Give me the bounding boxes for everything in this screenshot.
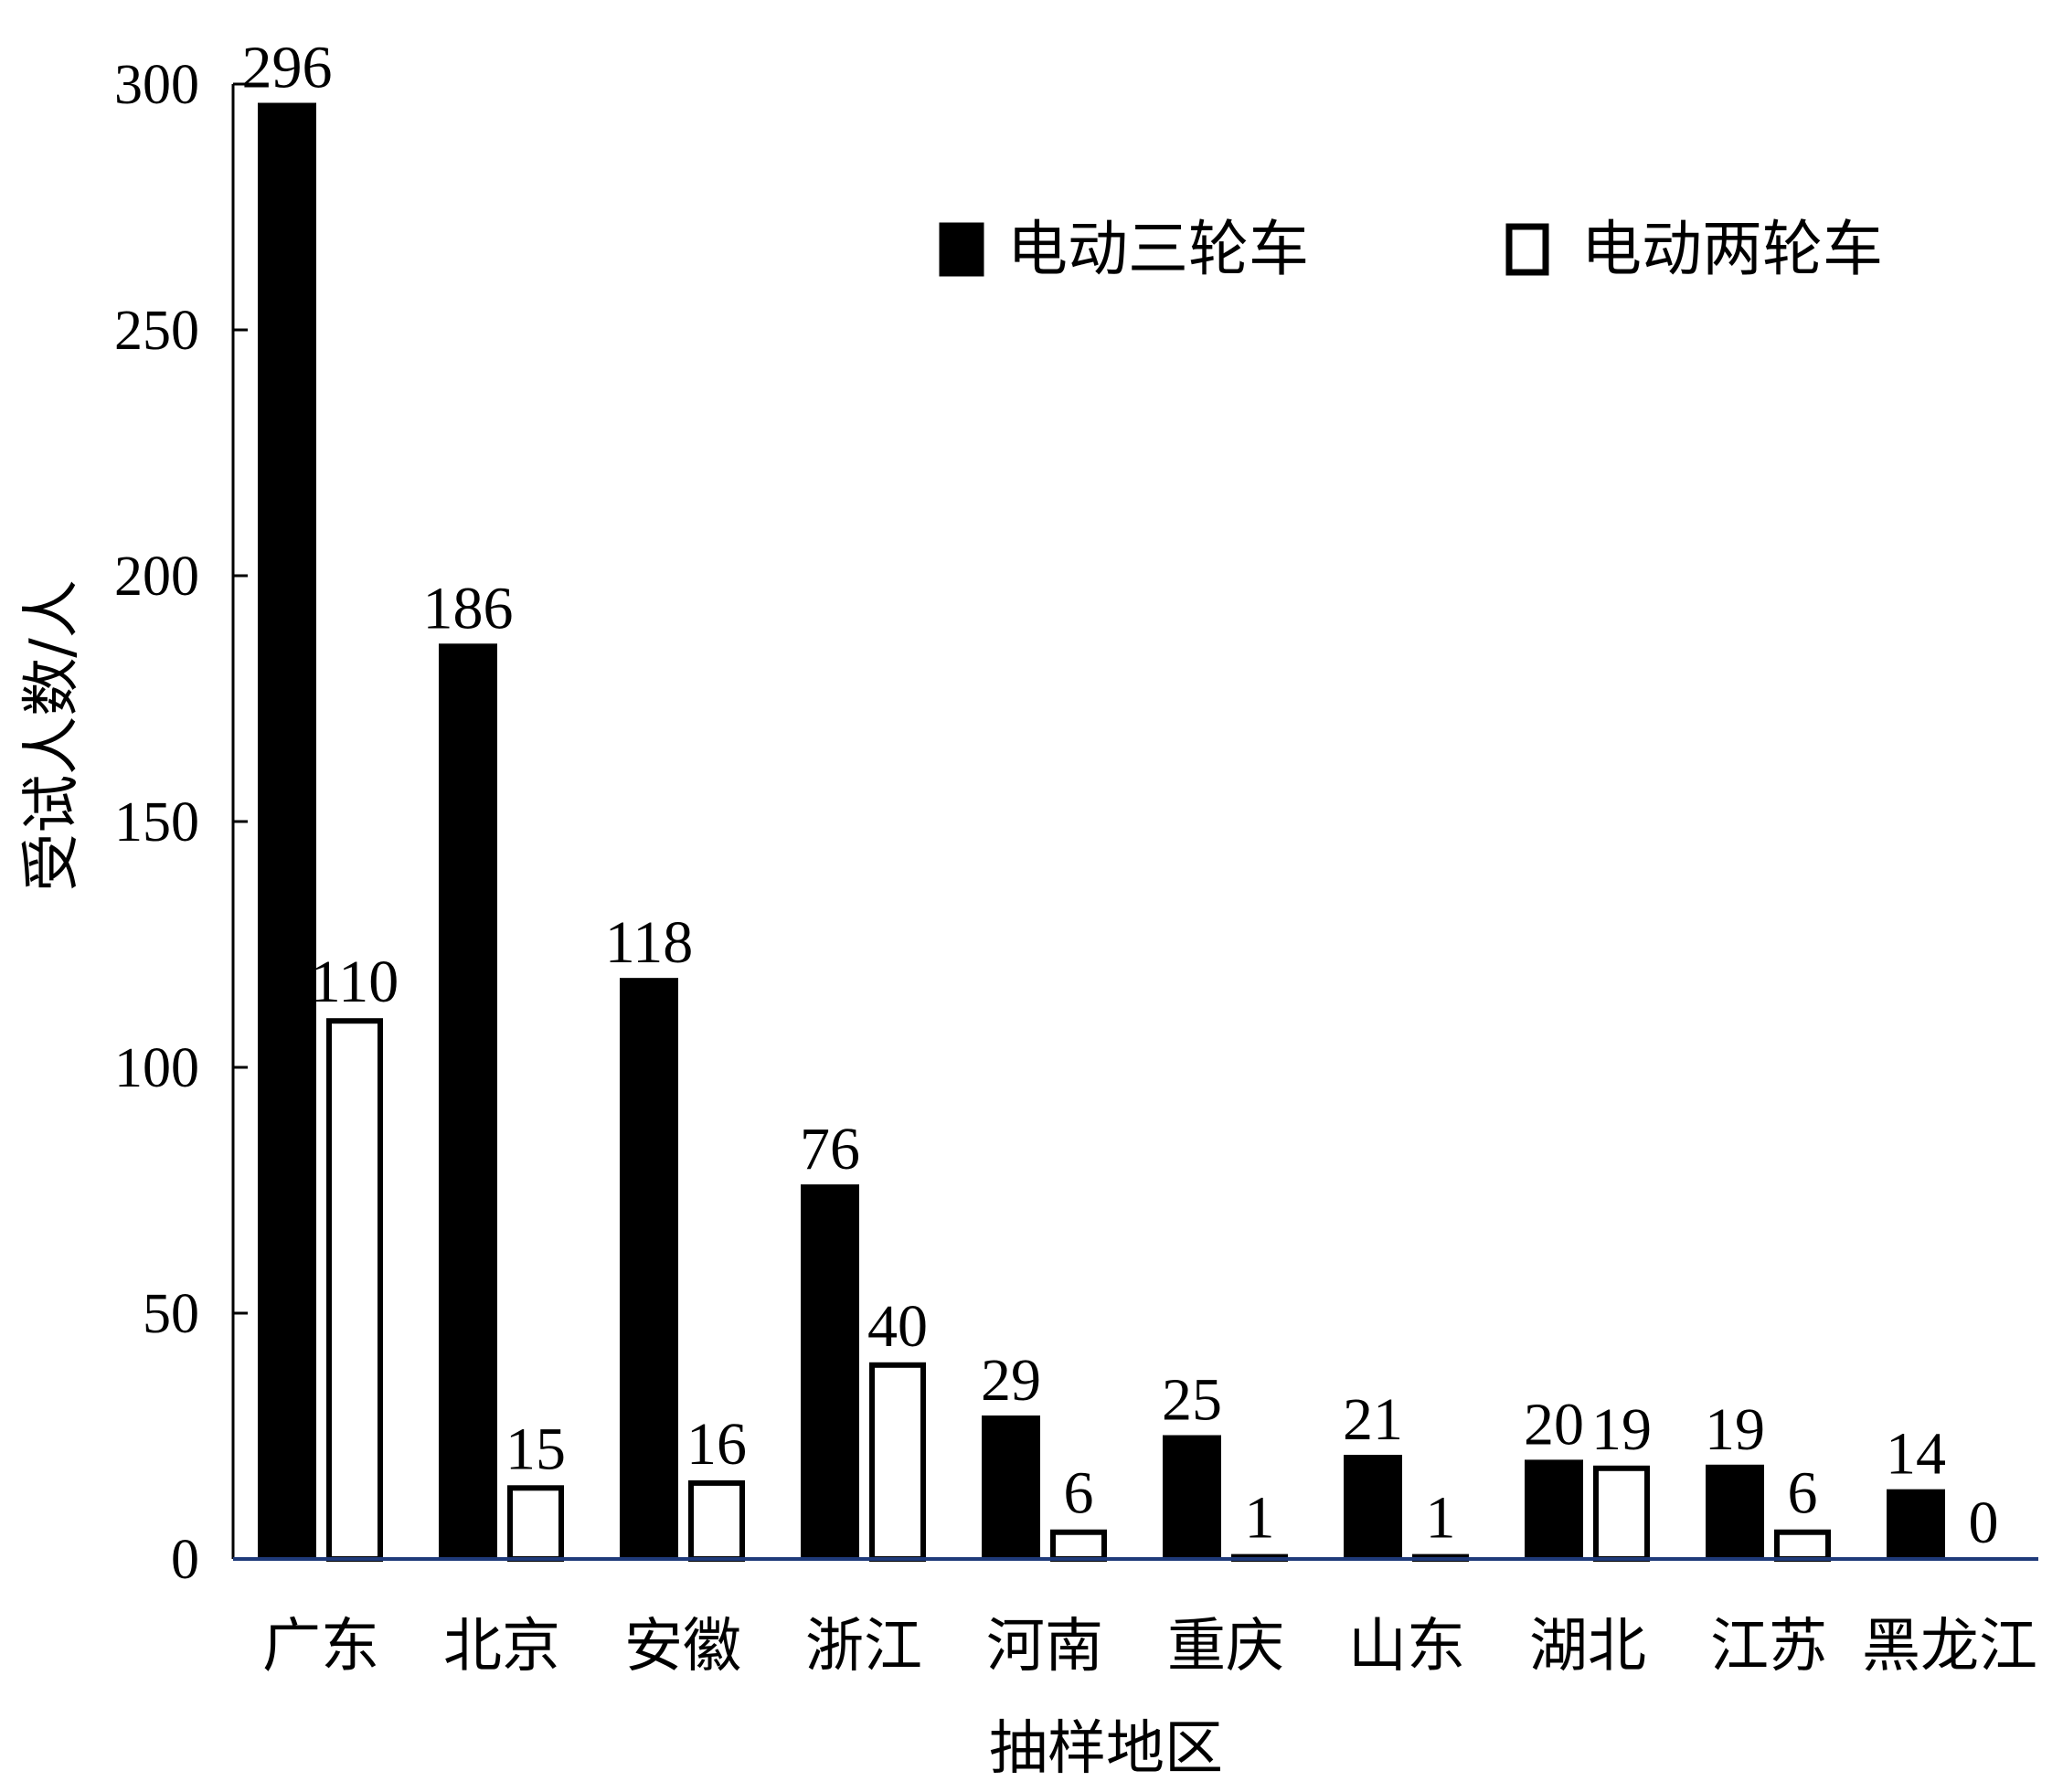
y-tick-label: 0: [171, 1529, 199, 1591]
legend-label-series-1: 电动三轮车: [1007, 214, 1309, 284]
data-label-series-2-2: 16: [686, 1411, 747, 1478]
legend-swatch-series-2: [1505, 223, 1549, 276]
bar-series-2-2: [688, 1479, 745, 1563]
x-tick-label: 安徽: [624, 1613, 741, 1681]
data-label-series-1-3: 76: [800, 1116, 860, 1182]
y-tick-label: 150: [114, 791, 199, 854]
data-label-series-2-0: 110: [311, 949, 399, 1015]
data-label-series-2-3: 40: [867, 1293, 928, 1360]
data-label-series-1-4: 29: [981, 1347, 1041, 1414]
bar-series-1-7: [1525, 1459, 1583, 1561]
data-label-series-1-7: 20: [1524, 1391, 1584, 1458]
bar-series-2-0: [326, 1018, 383, 1562]
data-label-series-2-5: 1: [1245, 1485, 1275, 1552]
legend: 电动三轮车 电动两轮车: [939, 214, 1883, 284]
bar-series-2-4: [1050, 1529, 1107, 1562]
y-tick-label: 200: [114, 546, 199, 608]
data-label-series-1-1: 186: [423, 575, 514, 642]
bar-series-1-3: [801, 1184, 859, 1560]
bar-series-1-1: [439, 643, 497, 1560]
data-label-series-2-9: 0: [1969, 1490, 1999, 1556]
bar-series-1-8: [1706, 1464, 1764, 1561]
bar-series-1-4: [982, 1415, 1040, 1560]
data-label-series-2-1: 15: [505, 1416, 566, 1482]
x-tick-label: 浙江: [805, 1613, 922, 1681]
x-tick-label: 河南: [986, 1613, 1103, 1681]
bar-series-1-5: [1163, 1435, 1221, 1560]
y-axis-title: 受试人数/人: [18, 579, 86, 892]
bar-series-2-8: [1774, 1529, 1831, 1562]
data-label-series-2-4: 6: [1064, 1460, 1094, 1527]
bars: [258, 102, 1945, 1563]
bar-series-2-3: [869, 1362, 926, 1563]
y-axis: 0 50 100 150 200 250 300: [114, 54, 248, 1591]
y-tick-label: 50: [143, 1283, 199, 1345]
bar-series-1-0: [258, 102, 316, 1560]
y-tick-label: 100: [114, 1037, 199, 1099]
y-tick-label: 300: [114, 54, 199, 116]
x-tick-label: 广东: [262, 1613, 379, 1681]
data-label-series-2-7: 19: [1591, 1396, 1652, 1463]
data-label-series-1-2: 118: [605, 909, 694, 976]
x-tick-label: 北京: [443, 1613, 560, 1681]
data-label-series-1-9: 14: [1886, 1421, 1946, 1488]
legend-swatch-series-1: [939, 222, 984, 277]
y-tick-label: 250: [114, 300, 199, 362]
data-label-series-1-5: 25: [1162, 1367, 1222, 1434]
x-tick-label: 湖北: [1529, 1613, 1646, 1681]
legend-label-series-2: 电动两轮车: [1581, 214, 1883, 284]
x-axis: 广东 北京 安徽 浙江 河南 重庆 山东 湖北 江苏 黑龙江: [233, 1557, 2038, 1681]
x-tick-label: 江苏: [1710, 1613, 1827, 1681]
bar-series-2-7: [1593, 1465, 1650, 1563]
data-label-series-1-0: 296: [242, 35, 333, 101]
x-axis-title: 抽样地区: [989, 1715, 1223, 1783]
bar-series-1-2: [620, 978, 678, 1561]
x-tick-label: 山东: [1348, 1613, 1465, 1681]
bar-series-1-9: [1887, 1489, 1945, 1561]
x-tick-label: 重庆: [1167, 1613, 1284, 1681]
bar-series-2-1: [507, 1485, 564, 1563]
data-label-series-1-6: 21: [1343, 1386, 1403, 1453]
data-label-series-2-8: 6: [1788, 1460, 1818, 1527]
bar-series-1-6: [1344, 1455, 1402, 1561]
data-label-series-2-6: 1: [1426, 1485, 1456, 1552]
x-tick-label: 黑龙江: [1862, 1613, 2037, 1681]
data-label-series-1-8: 19: [1705, 1396, 1765, 1463]
